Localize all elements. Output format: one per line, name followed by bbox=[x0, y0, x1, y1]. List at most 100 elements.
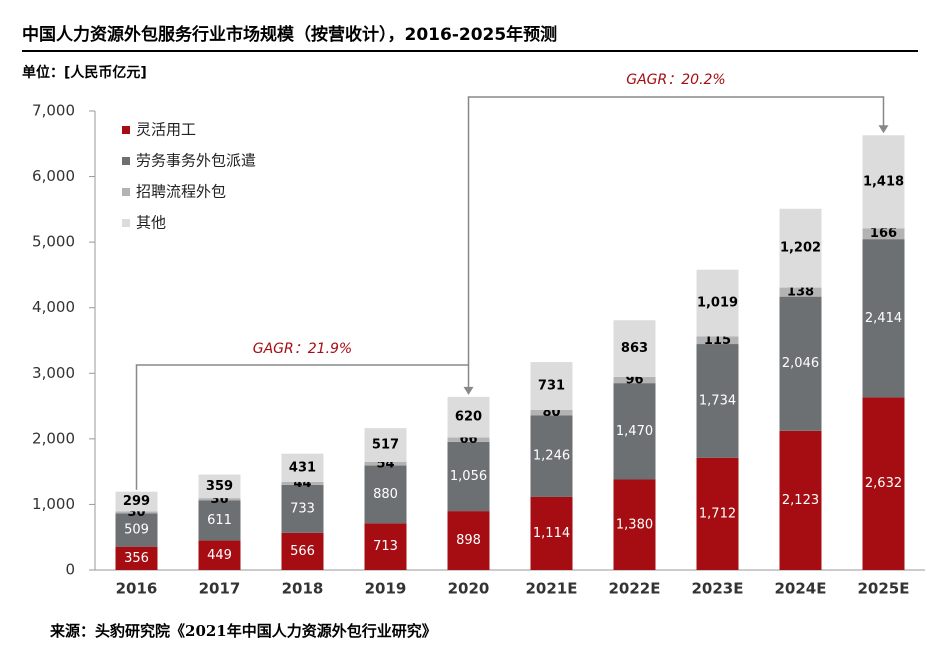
value-label: 509 bbox=[124, 522, 149, 537]
value-label: 1,734 bbox=[699, 393, 736, 408]
bar-segment bbox=[696, 336, 739, 345]
x-tick-label: 2023E bbox=[692, 580, 744, 598]
unit-label: 单位：[人民币亿元] bbox=[22, 64, 147, 81]
x-tick-label: 2019 bbox=[365, 580, 407, 598]
value-label: 620 bbox=[455, 410, 482, 425]
bar-segment bbox=[447, 441, 490, 512]
bar-segment bbox=[530, 496, 573, 570]
bar-segment bbox=[696, 457, 739, 570]
y-tick-label: 2,000 bbox=[32, 429, 75, 447]
bar-segment bbox=[862, 239, 905, 398]
value-label: 1,202 bbox=[780, 241, 821, 256]
bar-segment bbox=[115, 513, 158, 547]
value-label: 449 bbox=[207, 548, 232, 563]
gagr-connector bbox=[135, 364, 470, 490]
legend-label: 其他 bbox=[136, 214, 166, 232]
x-tick-label: 2022E bbox=[609, 580, 661, 598]
bar-segment bbox=[696, 269, 739, 337]
legend-label: 灵活用工 bbox=[136, 121, 196, 139]
value-label: 1,056 bbox=[450, 469, 487, 484]
bar-segment bbox=[281, 453, 324, 482]
bar-segment bbox=[364, 465, 407, 524]
x-tick-label: 2021E bbox=[526, 580, 578, 598]
y-tick-label: 1,000 bbox=[32, 495, 75, 513]
value-label: 299 bbox=[123, 494, 150, 509]
bar-segment bbox=[779, 430, 822, 570]
value-label: 2,046 bbox=[782, 356, 819, 371]
annotation: GAGR：21.9% bbox=[253, 341, 352, 357]
legend-swatch bbox=[122, 126, 130, 134]
value-label: 1,712 bbox=[699, 506, 736, 521]
x-tick-label: 2020 bbox=[448, 580, 490, 598]
bar-segment bbox=[613, 320, 656, 377]
gagr-connector bbox=[467, 96, 885, 365]
legend-label: 招聘流程外包 bbox=[136, 183, 226, 201]
value-label: 2,123 bbox=[782, 493, 819, 508]
value-label: 517 bbox=[372, 438, 399, 453]
value-label: 898 bbox=[456, 533, 481, 548]
value-label: 1,470 bbox=[616, 424, 653, 439]
value-label: 1,380 bbox=[616, 517, 653, 532]
legend-swatch bbox=[122, 188, 130, 196]
bar-segment bbox=[447, 396, 490, 438]
legend-swatch bbox=[122, 157, 130, 165]
value-label: 1,246 bbox=[533, 449, 570, 464]
bar-segment bbox=[696, 344, 739, 458]
value-label: 359 bbox=[206, 479, 233, 494]
y-tick-label: 0 bbox=[65, 561, 75, 579]
bar-segment bbox=[447, 437, 490, 442]
value-label: 431 bbox=[289, 460, 316, 475]
y-tick-label: 6,000 bbox=[32, 167, 75, 185]
value-label: 115 bbox=[704, 333, 731, 348]
value-label: 1,114 bbox=[533, 526, 570, 541]
bar-segment bbox=[779, 296, 822, 431]
bar-segment bbox=[779, 287, 822, 297]
value-label: 166 bbox=[870, 226, 897, 241]
value-label: 1,019 bbox=[697, 296, 738, 311]
value-label: 138 bbox=[787, 285, 814, 300]
value-label: 566 bbox=[290, 544, 315, 559]
bar-segment bbox=[198, 500, 241, 541]
legend-label: 劳务事务外包派遣 bbox=[136, 152, 256, 170]
value-label: 2,414 bbox=[865, 311, 902, 326]
source: 来源：头豹研究院《2021年中国人力资源外包行业研究》 bbox=[49, 622, 437, 640]
bar-segment bbox=[198, 474, 241, 499]
bar-segment bbox=[530, 415, 573, 497]
bar-segment bbox=[364, 428, 407, 463]
x-tick-label: 2025E bbox=[858, 580, 910, 598]
bar-segment bbox=[779, 208, 822, 288]
value-label: 863 bbox=[621, 341, 648, 356]
annotation: GAGR：20.2% bbox=[626, 72, 725, 88]
y-tick-label: 4,000 bbox=[32, 298, 75, 316]
x-tick-label: 2024E bbox=[775, 580, 827, 598]
value-label: 880 bbox=[373, 487, 398, 502]
chart-title: 中国人力资源外包服务行业市场规模（按营收计），2016-2025年预测 bbox=[22, 24, 557, 45]
bar-segment bbox=[198, 540, 241, 570]
value-label: 733 bbox=[290, 501, 315, 516]
bar-segment bbox=[281, 481, 324, 485]
bar-segment bbox=[281, 484, 324, 533]
bar-segment bbox=[364, 462, 407, 466]
bar-segment bbox=[115, 511, 158, 514]
value-label: 731 bbox=[538, 379, 565, 394]
bar-segment bbox=[530, 410, 573, 416]
value-label: 611 bbox=[207, 513, 232, 528]
bar-segment bbox=[862, 397, 905, 570]
y-tick-label: 7,000 bbox=[32, 102, 75, 120]
bar-segment bbox=[364, 523, 407, 570]
bar-segment bbox=[530, 362, 573, 411]
value-label: 2,632 bbox=[865, 476, 902, 491]
y-tick-label: 5,000 bbox=[32, 233, 75, 251]
x-tick-label: 2018 bbox=[282, 580, 324, 598]
value-label: 713 bbox=[373, 539, 398, 554]
bar-segment bbox=[115, 491, 158, 512]
value-label: 1,418 bbox=[863, 174, 904, 189]
bar-segment bbox=[613, 376, 656, 384]
bar-segment bbox=[115, 546, 158, 570]
value-label: 356 bbox=[124, 551, 149, 566]
y-tick-label: 3,000 bbox=[32, 364, 75, 382]
x-tick-label: 2017 bbox=[199, 580, 241, 598]
legend-swatch bbox=[122, 219, 130, 227]
